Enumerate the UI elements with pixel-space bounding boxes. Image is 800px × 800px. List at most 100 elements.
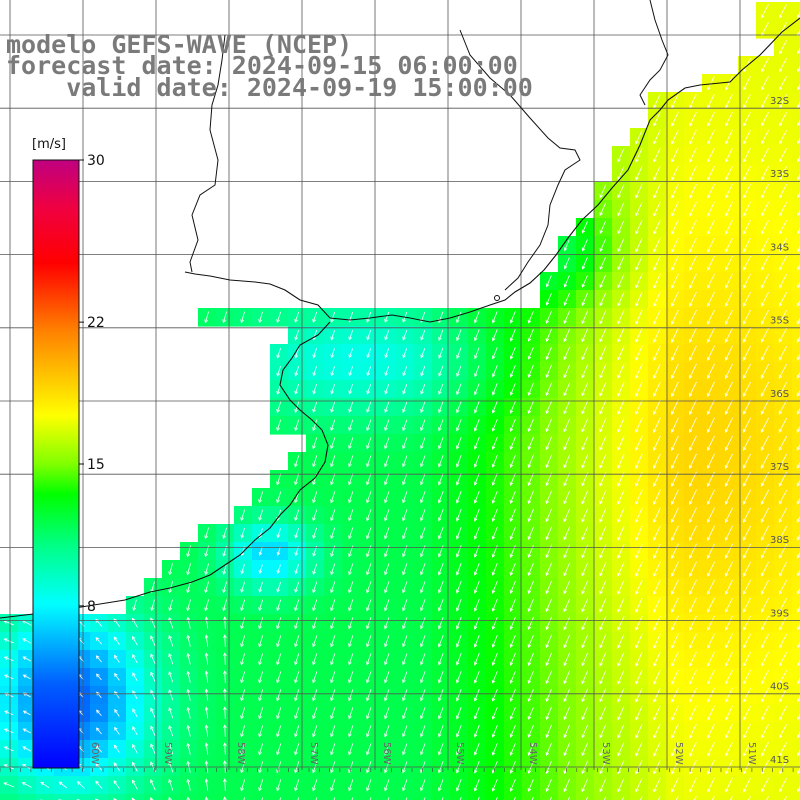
wind-arrow bbox=[706, 507, 715, 523]
lat-label: 33S bbox=[770, 169, 789, 180]
wind-arrow bbox=[527, 346, 534, 360]
wind-cell bbox=[792, 290, 800, 309]
wind-arrow bbox=[653, 130, 661, 145]
wind-arrow bbox=[796, 624, 800, 631]
wind-cell bbox=[684, 488, 703, 507]
wind-arrow bbox=[491, 401, 498, 414]
wind-cell bbox=[684, 506, 703, 525]
wind-cell bbox=[684, 110, 703, 129]
wind-arrow bbox=[707, 778, 715, 793]
wind-arrow bbox=[456, 689, 462, 702]
wind-arrow bbox=[778, 327, 788, 343]
wind-cell bbox=[216, 794, 235, 800]
wind-cell bbox=[738, 236, 757, 255]
wind-arrow bbox=[689, 543, 697, 559]
wind-arrow bbox=[204, 688, 209, 701]
wind-cell bbox=[666, 272, 685, 291]
wind-arrow bbox=[671, 381, 679, 397]
wind-arrow bbox=[366, 311, 372, 323]
wind-arrow bbox=[204, 599, 209, 612]
wind-arrow bbox=[456, 365, 462, 377]
wind-arrow bbox=[581, 400, 589, 415]
wind-arrow bbox=[778, 507, 788, 523]
wind-cell bbox=[684, 344, 703, 363]
wind-arrow bbox=[689, 597, 697, 613]
wind-arrow bbox=[456, 635, 462, 648]
wind-arrow bbox=[599, 616, 607, 631]
wind-arrow bbox=[796, 606, 800, 613]
wind-arrow bbox=[186, 778, 191, 791]
wind-arrow bbox=[671, 435, 679, 451]
lon-label: 57W bbox=[308, 742, 319, 765]
wind-arrow bbox=[761, 706, 769, 721]
wind-arrow bbox=[635, 327, 643, 343]
wind-arrow bbox=[545, 544, 553, 559]
wind-arrow bbox=[761, 112, 769, 127]
wind-arrow bbox=[402, 527, 408, 540]
wind-arrow bbox=[707, 201, 715, 217]
wind-arrow bbox=[796, 570, 800, 577]
wind-arrow bbox=[581, 544, 589, 559]
wind-arrow bbox=[743, 255, 751, 271]
wind-arrow bbox=[312, 383, 317, 395]
wind-arrow bbox=[491, 562, 498, 576]
wind-arrow bbox=[743, 742, 751, 757]
wind-cell bbox=[702, 488, 721, 507]
wind-cell bbox=[378, 794, 397, 800]
wind-cell bbox=[666, 704, 685, 723]
wind-arrow bbox=[438, 653, 444, 666]
wind-arrow bbox=[689, 112, 697, 127]
wind-arrow bbox=[706, 363, 715, 379]
wind-arrow bbox=[581, 778, 589, 793]
wind-arrow bbox=[603, 796, 607, 800]
wind-arrow bbox=[420, 599, 426, 612]
wind-arrow bbox=[366, 689, 372, 702]
wind-arrow bbox=[527, 616, 534, 630]
wind-arrow bbox=[563, 706, 571, 721]
wind-arrow bbox=[617, 580, 625, 595]
wind-arrow bbox=[796, 318, 800, 325]
wind-arrow bbox=[384, 311, 390, 323]
wind-arrow bbox=[725, 166, 733, 181]
wind-cell bbox=[702, 470, 721, 489]
wind-arrow bbox=[742, 579, 751, 595]
lon-label: 59W bbox=[162, 742, 173, 765]
wind-arrow bbox=[527, 652, 534, 666]
wind-arrow bbox=[348, 653, 354, 666]
lat-label: 32S bbox=[770, 96, 789, 107]
wind-arrow bbox=[240, 725, 246, 738]
wind-cell bbox=[738, 470, 757, 489]
wind-arrow bbox=[671, 201, 679, 217]
wind-arrow bbox=[778, 417, 788, 433]
wind-arrow bbox=[779, 742, 787, 757]
wind-arrow bbox=[671, 669, 679, 685]
lon-label: 54W bbox=[527, 742, 538, 765]
wind-arrow bbox=[779, 202, 787, 217]
lon-label: 60W bbox=[89, 742, 100, 765]
wind-arrow bbox=[545, 778, 552, 792]
wind-arrow bbox=[635, 616, 643, 631]
wind-arrow bbox=[797, 30, 800, 37]
wind-cell bbox=[720, 164, 739, 183]
wind-arrow bbox=[366, 707, 372, 720]
wind-arrow bbox=[384, 491, 390, 504]
coastline bbox=[0, 0, 800, 619]
wind-arrow bbox=[779, 220, 787, 235]
wind-arrow bbox=[599, 400, 607, 415]
wind-arrow bbox=[671, 399, 679, 415]
wind-cell bbox=[702, 164, 721, 183]
forecast-date: forecast date: 2024-09-15 06:00:00 bbox=[6, 51, 518, 80]
wind-arrow bbox=[312, 671, 318, 684]
wind-arrow bbox=[761, 255, 769, 271]
wind-cell bbox=[774, 326, 793, 345]
wind-cell bbox=[666, 776, 685, 795]
wind-cell bbox=[774, 110, 793, 129]
wind-arrow bbox=[742, 363, 751, 379]
wind-arrow bbox=[653, 688, 661, 703]
wind-arrow bbox=[384, 455, 390, 468]
wind-arrow bbox=[689, 147, 697, 163]
wind-cell bbox=[666, 686, 685, 705]
lat-label: 36S bbox=[770, 389, 789, 400]
colorbar-ticks: 30 22 15 8 bbox=[79, 153, 105, 615]
wind-arrow bbox=[545, 562, 553, 577]
